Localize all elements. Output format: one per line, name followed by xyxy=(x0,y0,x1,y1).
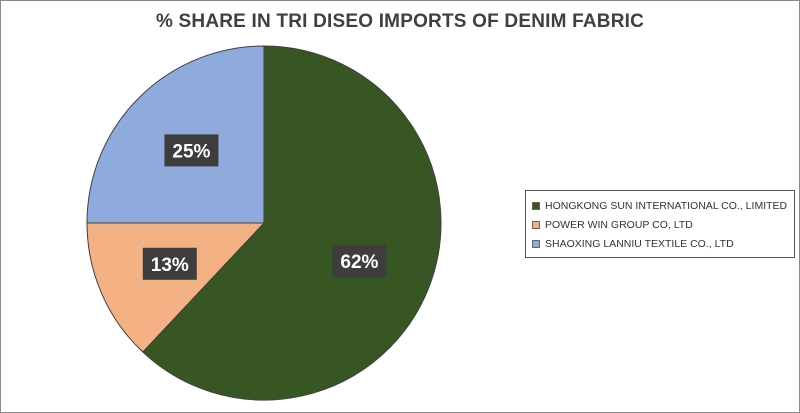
legend-swatch-shaoxing-lanniu xyxy=(532,239,540,248)
data-label-text: 13% xyxy=(151,255,189,276)
legend-item-shaoxing-lanniu: SHAOXING LANNIU TEXTILE CO., LTD xyxy=(532,234,788,253)
legend-item-hongkong-sun: HONGKONG SUN INTERNATIONAL CO., LIMITED xyxy=(532,196,788,215)
data-label-hongkong-sun: 62% xyxy=(332,244,387,277)
legend-item-power-win: POWER WIN GROUP CO, LTD xyxy=(532,215,788,234)
data-label-text: 62% xyxy=(340,252,378,273)
data-label-text: 25% xyxy=(172,141,210,162)
data-label-power-win: 13% xyxy=(142,247,197,280)
data-label-box xyxy=(142,247,197,280)
legend: HONGKONG SUN INTERNATIONAL CO., LIMITED … xyxy=(525,190,795,258)
data-label-box xyxy=(332,244,387,277)
chart-title: % SHARE IN TRI DISEO IMPORTS OF DENIM FA… xyxy=(155,11,645,32)
legend-swatch-hongkong-sun xyxy=(532,201,540,210)
data-label-box xyxy=(164,134,219,167)
pie-slice-hongkong-sun xyxy=(142,45,442,401)
legend-label-power-win: POWER WIN GROUP CO, LTD xyxy=(545,218,693,231)
legend-label-shaoxing-lanniu: SHAOXING LANNIU TEXTILE CO., LTD xyxy=(545,237,734,250)
legend-swatch-power-win xyxy=(532,220,540,229)
pie-slice-power-win xyxy=(86,222,266,353)
legend-label-hongkong-sun: HONGKONG SUN INTERNATIONAL CO., LIMITED xyxy=(545,199,788,212)
data-label-shaoxing-lanniu: 25% xyxy=(164,134,219,167)
